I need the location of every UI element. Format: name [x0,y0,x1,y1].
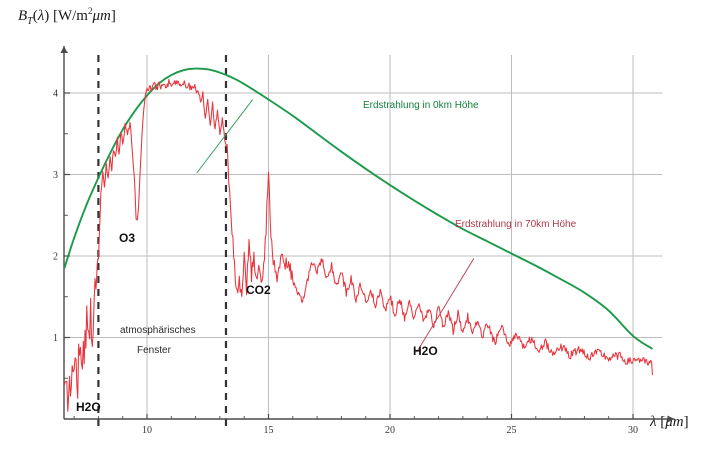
spectrum-70km-curve [63,78,653,412]
species-label-h2o-left: H2O [76,400,101,414]
svg-text:25: 25 [507,425,517,436]
axis-tick-labels: 10 15 20 25 30 1 2 3 4 [53,89,638,437]
svg-text:4: 4 [53,89,58,100]
species-label-o3: O3 [119,231,136,245]
y-axis-label: BT(λ) [W/m2μm] [18,6,116,27]
window-note-line2: Fenster [137,345,171,356]
axis-ticks [64,51,634,419]
svg-text:20: 20 [385,425,395,436]
annotation-spectrum-70km: Erdstrahlung in 70km Höhe [455,219,577,230]
red-annotation-leader-line [416,258,475,353]
svg-text:3: 3 [53,170,58,181]
svg-text:30: 30 [628,425,638,436]
window-note-line1: atmosphärisches [120,325,196,336]
gridlines [64,55,663,419]
species-label-co2: CO2 [246,283,271,297]
planck-0km-curve [63,67,653,350]
atmospheric-window-markers [97,55,228,427]
annotation-planck-0km: Erdstrahlung in 0km Höhe [363,100,479,111]
svg-text:10: 10 [142,425,152,436]
species-label-h2o-right: H2O [413,344,438,358]
axis-lines [60,46,675,423]
svg-text:1: 1 [53,333,58,344]
green-annotation-leader-line [196,99,254,174]
svg-text:15: 15 [264,425,274,436]
svg-text:2: 2 [53,252,58,263]
